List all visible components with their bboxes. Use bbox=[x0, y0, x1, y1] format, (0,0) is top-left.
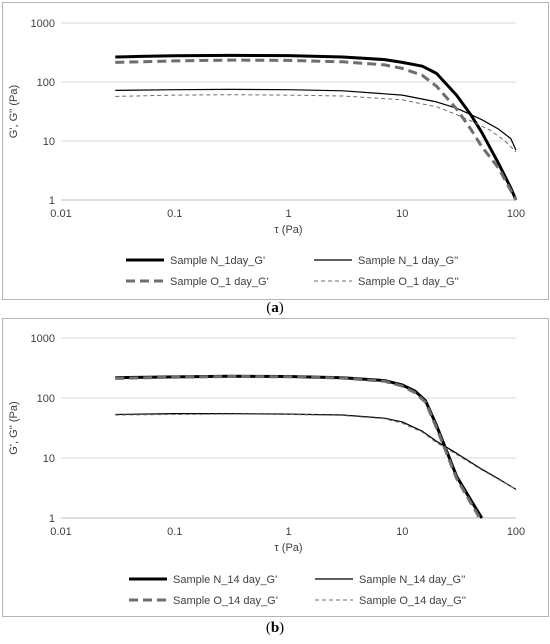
y-tick-label: 10 bbox=[43, 453, 55, 465]
legend-label: Sample N_1 day_G'' bbox=[358, 255, 458, 267]
x-tick-label: 1 bbox=[285, 208, 291, 220]
x-tick-label: 0.01 bbox=[50, 526, 71, 538]
legend-label: Sample O_1 day_G'' bbox=[358, 276, 459, 288]
x-tick-label: 0.01 bbox=[50, 208, 71, 220]
legend-label: Sample N_14 day_G'' bbox=[359, 574, 465, 586]
x-tick-label: 1 bbox=[285, 526, 291, 538]
series-line-3 bbox=[115, 58, 518, 201]
legend-label: Sample N_14 day_G' bbox=[173, 574, 277, 586]
y-tick-label: 10 bbox=[43, 136, 55, 148]
legend-label: Sample O_14 day_G'' bbox=[359, 595, 466, 607]
x-axis-label: τ (Pa) bbox=[274, 542, 302, 554]
y-tick-label: 100 bbox=[37, 77, 55, 89]
series-line-3 bbox=[115, 375, 481, 519]
caption-a: (a) bbox=[266, 300, 284, 316]
legend-label: Sample N_1day_G' bbox=[170, 255, 265, 267]
series-line-4 bbox=[115, 413, 517, 490]
chart-panel-a: 1 10 100 1000 0.01 0.1 1 10 100 τ (Pa) G', G'' (Pa… bbox=[2, 2, 549, 300]
series-line-2 bbox=[115, 412, 517, 490]
x-axis-label: τ (Pa) bbox=[274, 224, 302, 236]
chart-b: 1 10 100 1000 0.01 0.1 1 10 100 τ (Pa) G', G'' (Pa… bbox=[8, 333, 525, 607]
x-tick-label: 10 bbox=[396, 526, 408, 538]
legend-label: Sample O_14 day_G' bbox=[173, 595, 278, 607]
caption-b: (b) bbox=[265, 620, 285, 636]
y-tick-label: 1 bbox=[49, 195, 55, 207]
series-line-2 bbox=[115, 88, 517, 151]
x-tick-label: 100 bbox=[507, 526, 525, 538]
x-tick-label: 10 bbox=[396, 208, 408, 220]
series-line-4 bbox=[115, 94, 517, 153]
series-line-1 bbox=[115, 53, 518, 201]
chart-panel-b: 1 10 100 1000 0.01 0.1 1 10 100 τ (Pa) G', G'' (Pa… bbox=[2, 318, 549, 617]
y-tick-label: 1000 bbox=[31, 333, 55, 345]
y-axis-label: G', G'' (Pa) bbox=[8, 401, 20, 454]
x-tick-label: 0.1 bbox=[167, 526, 182, 538]
x-tick-label: 0.1 bbox=[167, 208, 182, 220]
y-axis-label: G', G'' (Pa) bbox=[8, 85, 20, 138]
y-tick-label: 100 bbox=[37, 393, 55, 405]
y-tick-label: 1 bbox=[49, 513, 55, 525]
y-tick-label: 1000 bbox=[31, 18, 55, 30]
x-tick-label: 100 bbox=[507, 208, 525, 220]
legend-label: Sample O_1 day_G' bbox=[170, 276, 269, 288]
chart-a: 1 10 100 1000 0.01 0.1 1 10 100 τ (Pa) G', G'' (Pa… bbox=[8, 18, 525, 288]
